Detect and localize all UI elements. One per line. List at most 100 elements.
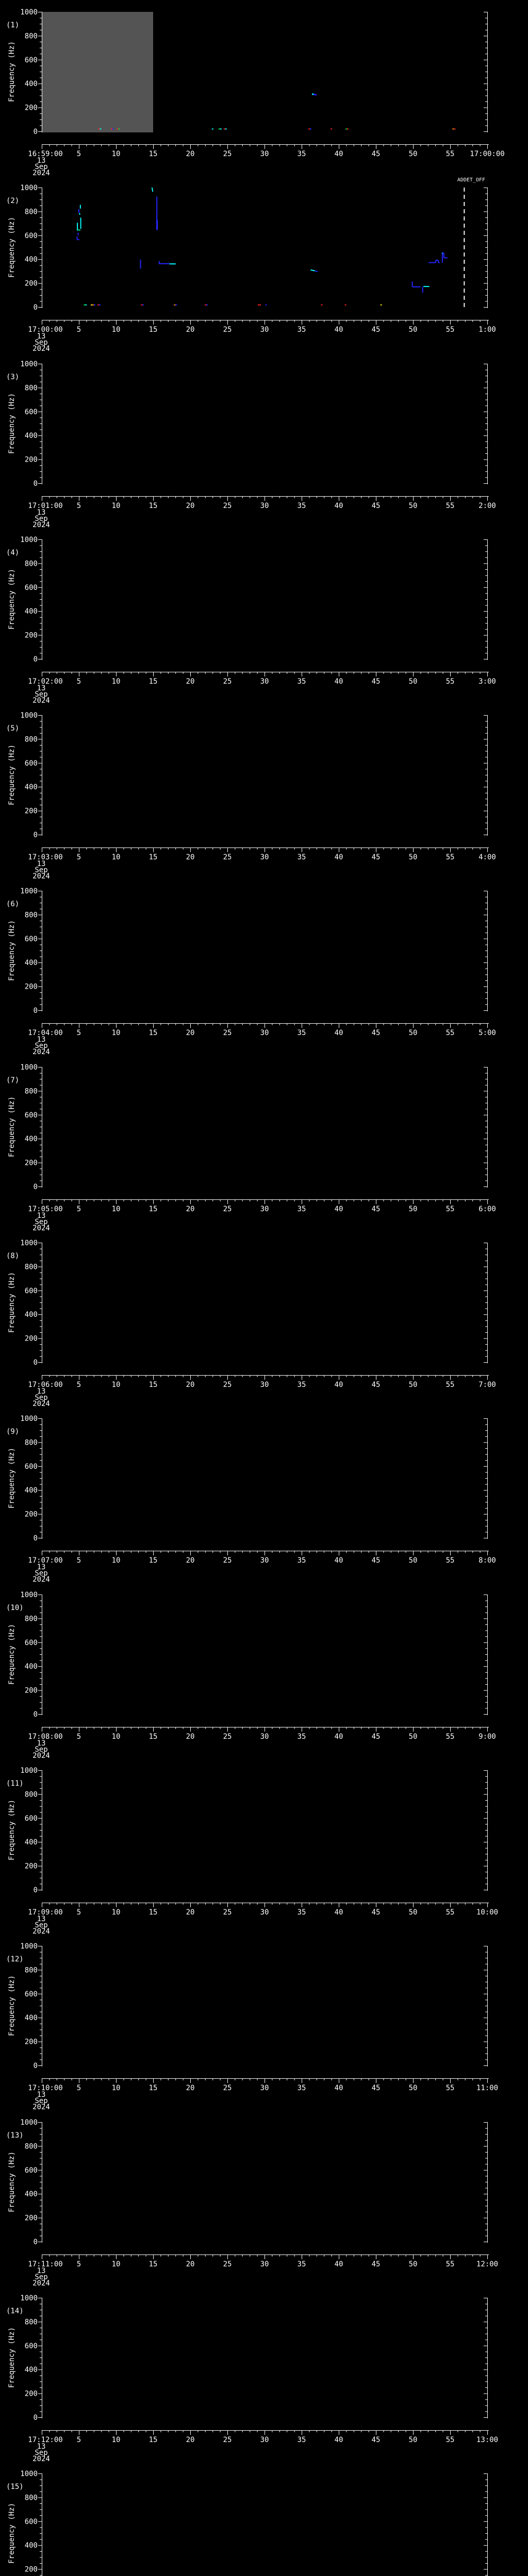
x-axis	[42, 1551, 489, 1555]
x-axis	[42, 1023, 489, 1028]
x-start-time-label: 17:02:00	[28, 677, 62, 686]
x-tick-label: 35	[298, 502, 306, 510]
y-tick-label: 600	[25, 2518, 38, 2526]
x-tick-label: 5	[77, 1205, 81, 1213]
y-tick-label: 200	[25, 1159, 38, 1167]
x-tick-label: 45	[372, 150, 381, 158]
y-axis-title: Frequency (Hz)	[8, 2151, 16, 2212]
detection-dot	[346, 128, 349, 130]
panel-svg-2: 0 200 400 600 800 1000 Frequency (Hz) (2) 5 10 15 2…	[6, 177, 496, 353]
x-tick-label: 25	[223, 2260, 232, 2268]
x-tick-label: 5	[77, 677, 81, 686]
x-tick-label: 45	[372, 502, 381, 510]
x-tick-label: 5	[77, 150, 81, 158]
y-tick-label: 200	[25, 2214, 38, 2223]
x-end-time-label: 2:00	[478, 502, 496, 510]
x-axis	[42, 1375, 489, 1380]
detection-dot	[174, 304, 176, 306]
x-tick-label: 15	[149, 2436, 158, 2444]
x-start-time-label: 17:08:00	[28, 1733, 62, 1741]
x-end-time-label: 1:00	[478, 326, 496, 334]
x-tick-label: 10	[112, 150, 121, 158]
y-tick-label: 0	[34, 128, 38, 136]
x-tick-label: 15	[149, 853, 158, 861]
detection-dot	[92, 304, 94, 306]
y-tick-label: 1000	[20, 2470, 38, 2478]
panel-number-label: (1)	[6, 21, 19, 29]
x-tick-label: 10	[112, 1205, 121, 1213]
x-tick-label: 35	[298, 150, 306, 158]
x-end-time-label: 12:00	[476, 2260, 498, 2268]
x-tick-label: 35	[298, 1205, 306, 1213]
x-tick-label: 35	[298, 853, 306, 861]
detection-dot	[211, 128, 213, 130]
date-label: 2024	[32, 169, 50, 177]
x-tick-label: 10	[112, 2084, 121, 2092]
detection-dot	[98, 128, 100, 130]
date-label: 13	[37, 509, 46, 517]
spectrogram-panel-6: 0 200 400 600 800 1000 Frequency (Hz) (6) 5 10 15 2…	[0, 879, 528, 1062]
x-tick-label: 55	[446, 1381, 455, 1389]
detection-dot	[99, 304, 101, 306]
x-tick-label: 55	[446, 502, 455, 510]
x-start-time-label: 17:09:00	[28, 1908, 62, 1917]
y-tick-label: 200	[25, 456, 38, 464]
x-start-time-label: 17:00:00	[28, 326, 62, 334]
x-tick-label: 45	[372, 1205, 381, 1213]
x-tick-label: 20	[186, 853, 195, 861]
y-tick-label: 200	[25, 807, 38, 816]
x-end-time-label: 5:00	[478, 1029, 496, 1037]
y-tick-label: 0	[34, 1710, 38, 1719]
date-label: 13	[37, 1915, 46, 1923]
y-tick-label: 800	[25, 1790, 38, 1799]
date-label: 13	[37, 1563, 46, 1571]
y-tick-label: 1000	[20, 1239, 38, 1247]
date-label: 2024	[32, 1400, 50, 1408]
date-label: 2024	[32, 345, 50, 353]
date-label: Sep	[35, 338, 47, 347]
x-start-time-label: 17:03:00	[28, 853, 62, 861]
date-label: 2024	[32, 1927, 50, 1936]
y-axis-title: Frequency (Hz)	[8, 2327, 16, 2388]
y-tick-label: 800	[25, 911, 38, 919]
detection-dot	[321, 304, 323, 306]
x-start-time-label: 16:59:00	[28, 150, 62, 158]
y-axis	[38, 1770, 488, 1891]
x-tick-label: 45	[372, 2436, 381, 2444]
x-end-time-label: 4:00	[478, 853, 496, 861]
panel-svg-9: 0 200 400 600 800 1000 Frequency (Hz) (9) 5 10 15 2…	[6, 1415, 496, 1584]
spectrogram-panel-12: 0 200 400 600 800 1000 Frequency (Hz) (12) 5 10 15…	[0, 1934, 528, 2117]
x-tick-label: 40	[335, 1205, 343, 1213]
y-tick-label: 600	[25, 1463, 38, 1471]
x-tick-label: 20	[186, 2436, 195, 2444]
panel-number-label: (2)	[6, 197, 19, 205]
panel-number-label: (12)	[6, 1955, 24, 1963]
date-label: 13	[37, 332, 46, 341]
panel-svg-10: 0 200 400 600 800 1000 Frequency (Hz) (10) 5 10 15…	[6, 1591, 496, 1760]
y-axis	[38, 891, 488, 1011]
x-axis	[42, 2430, 489, 2435]
x-tick-label: 40	[335, 1556, 343, 1565]
x-start-time-label: 17:12:00	[28, 2436, 62, 2444]
y-tick-label: 400	[25, 80, 38, 88]
panel-number-label: (5)	[6, 724, 19, 733]
x-end-time-label: 13:00	[476, 2436, 498, 2444]
x-tick-label: 5	[77, 1908, 81, 1917]
detection-dot	[112, 128, 114, 130]
y-axis	[38, 1418, 488, 1539]
y-axis	[38, 2122, 488, 2243]
x-tick-label: 40	[335, 1029, 343, 1037]
x-tick-label: 25	[223, 502, 232, 510]
x-start-time-label: 17:05:00	[28, 1205, 62, 1213]
date-label: 2024	[32, 2455, 50, 2463]
x-tick-label: 55	[446, 1733, 455, 1741]
spectrogram-panel-14: 0 200 400 600 800 1000 Frequency (Hz) (14) 5 10 15…	[0, 2286, 528, 2469]
y-axis	[38, 1243, 488, 1363]
x-tick-label: 35	[298, 2084, 306, 2092]
trace-segment	[310, 269, 316, 272]
y-tick-label: 600	[25, 1990, 38, 1998]
panel-number-label: (10)	[6, 1604, 24, 1612]
x-tick-label: 15	[149, 677, 158, 686]
